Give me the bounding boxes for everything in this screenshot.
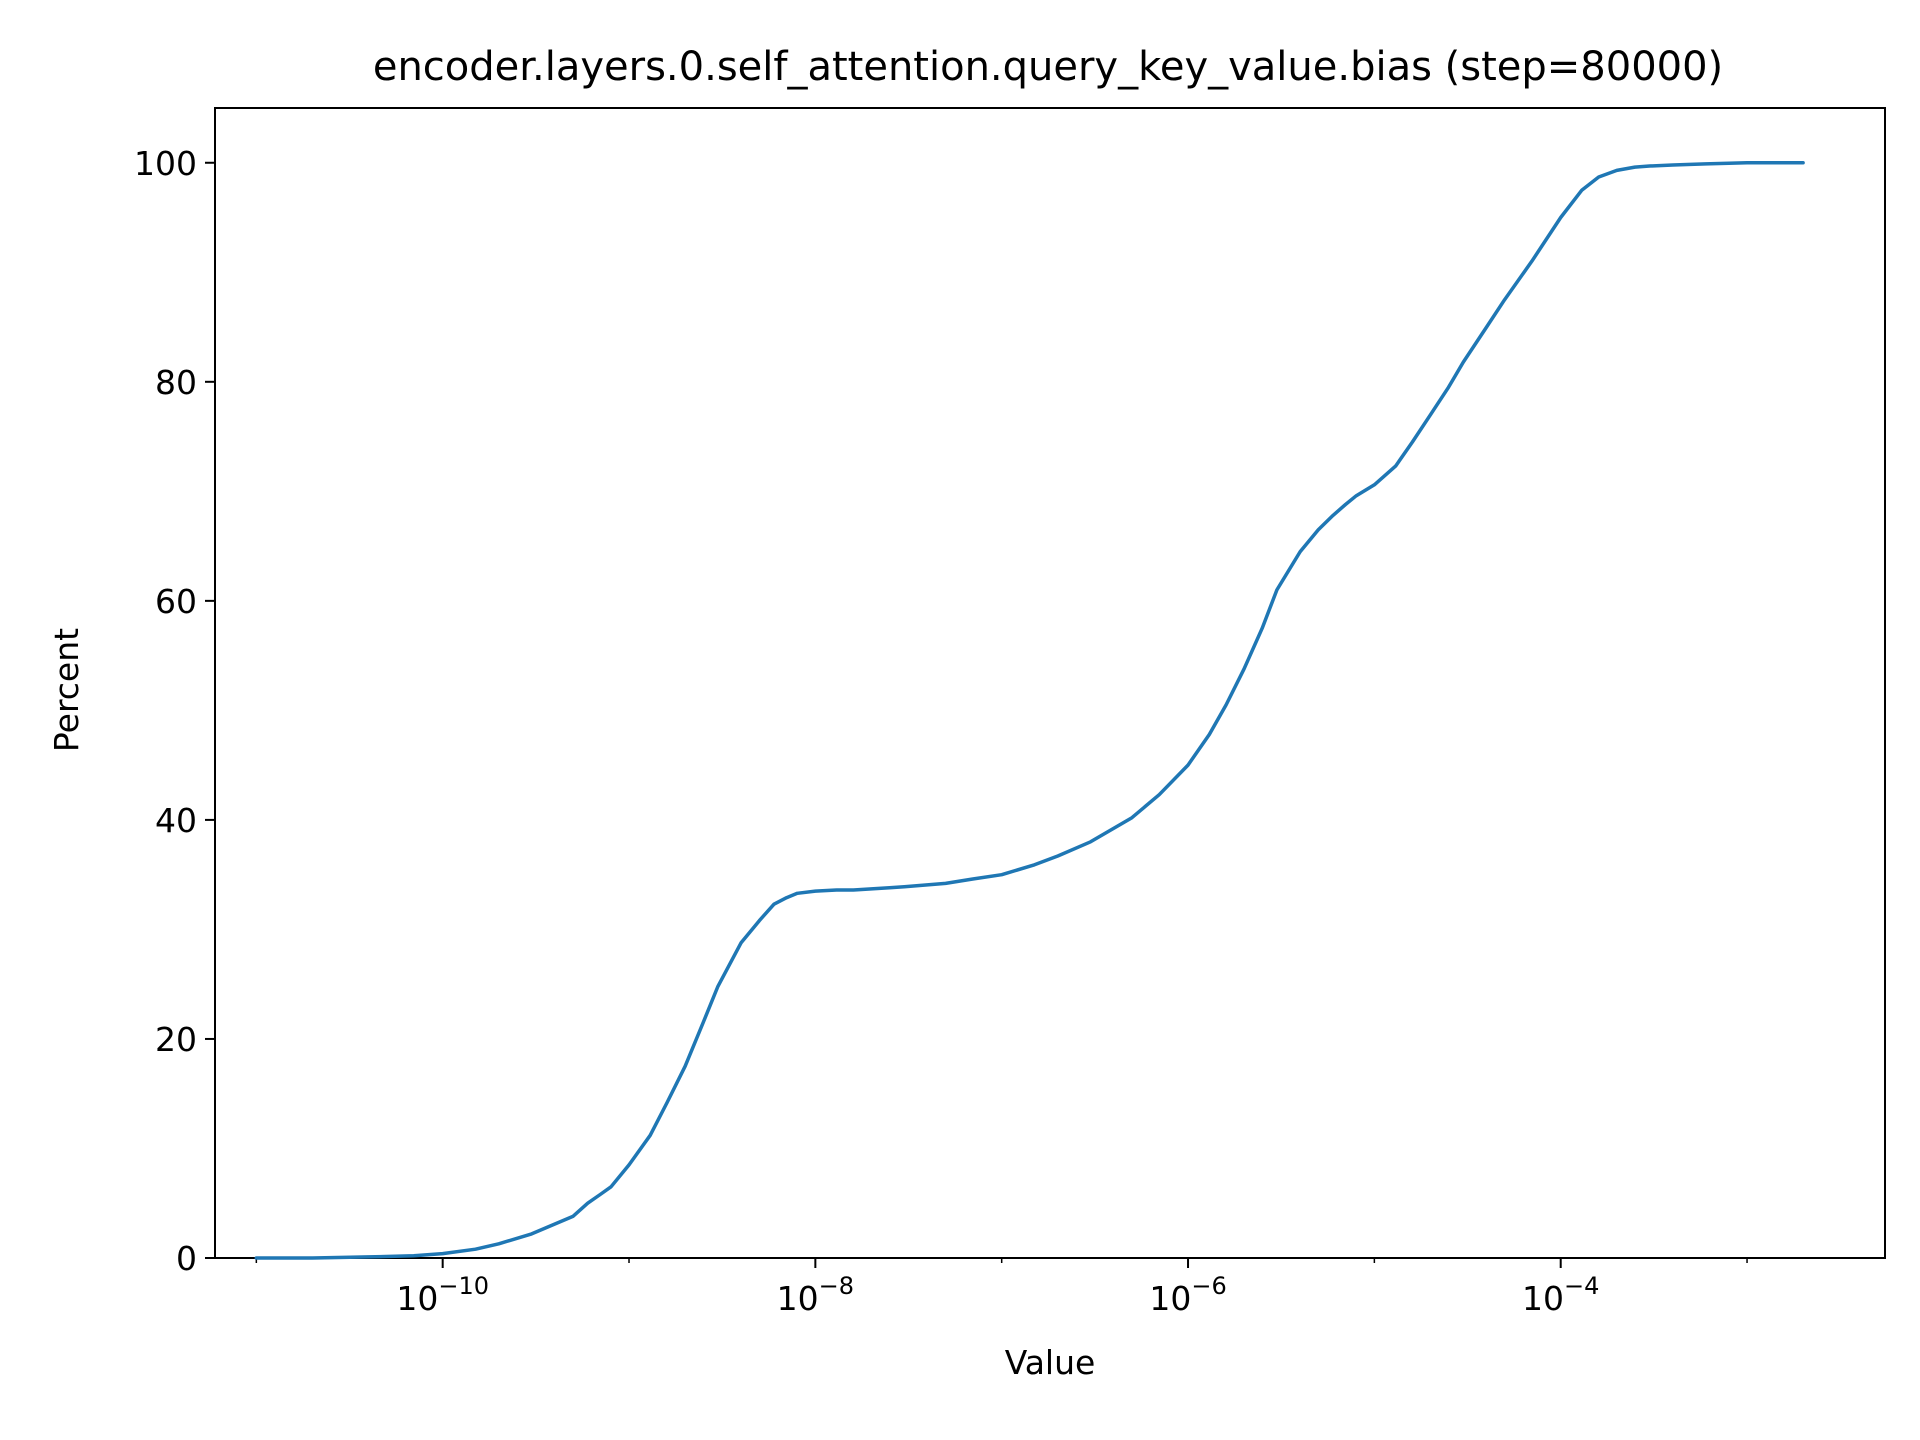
series-line-0 xyxy=(254,161,1805,1260)
x-tick-exponent: −10 xyxy=(438,1272,489,1300)
y-tick-label: 80 xyxy=(155,363,197,402)
x-tick-exponent: −8 xyxy=(819,1272,854,1300)
y-tick-label: 100 xyxy=(134,144,197,183)
x-tick-label: 10−4 xyxy=(1522,1272,1599,1318)
y-axis-ticks: 0 20 40 60 80 100 xyxy=(134,144,215,1278)
y-tick-label: 40 xyxy=(155,801,197,840)
y-tick-label: 60 xyxy=(155,582,197,621)
y-tick-label: 20 xyxy=(155,1020,197,1059)
x-tick-base: 10 xyxy=(396,1279,438,1318)
chart-title: encoder.layers.0.self_attention.query_ke… xyxy=(373,44,1723,90)
x-tick-base: 10 xyxy=(1522,1279,1564,1318)
x-tick-exponent: −6 xyxy=(1191,1272,1226,1300)
plot-area xyxy=(214,107,1886,1259)
y-axis-label: Percent xyxy=(47,628,86,752)
y-tick-label: 0 xyxy=(176,1239,197,1278)
x-tick-base: 10 xyxy=(777,1279,819,1318)
x-tick-base: 10 xyxy=(1149,1279,1191,1318)
series-group xyxy=(254,161,1805,1260)
x-tick-exponent: −4 xyxy=(1564,1272,1599,1300)
x-tick-label: 10−6 xyxy=(1149,1272,1226,1318)
x-axis-label: Value xyxy=(1005,1343,1096,1382)
x-tick-label: 10−10 xyxy=(396,1272,489,1318)
x-axis-ticks: 10−10 10−8 10−6 10−4 xyxy=(255,1258,1748,1318)
x-tick-label: 10−8 xyxy=(777,1272,854,1318)
